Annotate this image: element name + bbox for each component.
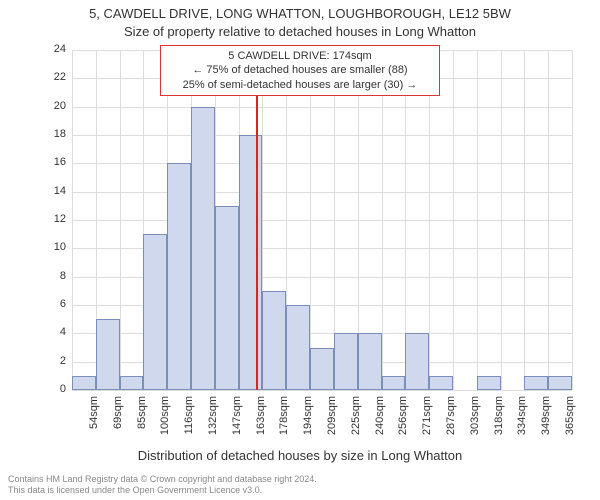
histogram-bar [96,319,120,390]
x-tick-label: 365sqm [564,396,576,456]
x-tick-label: 100sqm [159,396,171,456]
plot-area [72,50,572,390]
x-tick-label: 240sqm [374,396,386,456]
x-tick-label: 163sqm [255,396,267,456]
histogram-bar [120,376,144,390]
histogram-bar [310,348,334,391]
x-tick-label: 116sqm [183,396,195,456]
y-tick-label: 16 [36,156,66,168]
x-tick-label: 287sqm [445,396,457,456]
grid-line-v [382,50,383,390]
grid-line-v [120,50,121,390]
y-tick-label: 2 [36,355,66,367]
annotation-line1: 5 CAWDELL DRIVE: 174sqm [161,49,439,63]
y-tick-label: 14 [36,185,66,197]
grid-line-h [72,135,572,136]
grid-line-h [72,390,572,391]
grid-line-v [501,50,502,390]
y-tick-label: 22 [36,71,66,83]
y-tick-label: 12 [36,213,66,225]
grid-line-v [429,50,430,390]
histogram-bar [72,376,96,390]
histogram-bar [262,291,286,390]
reference-line [256,50,258,390]
x-tick-label: 349sqm [540,396,552,456]
x-tick-label: 303sqm [469,396,481,456]
x-tick-label: 318sqm [493,396,505,456]
annotation-line3: 25% of semi-detached houses are larger (… [161,78,439,92]
histogram-chart: 5, CAWDELL DRIVE, LONG WHATTON, LOUGHBOR… [0,0,600,500]
grid-line-v [477,50,478,390]
histogram-bar [239,135,263,390]
grid-line-v [310,50,311,390]
grid-line-v [72,50,73,390]
histogram-bar [191,107,215,390]
x-tick-label: 256sqm [397,396,409,456]
histogram-bar [167,163,191,390]
grid-line-v [548,50,549,390]
grid-line-v [524,50,525,390]
x-tick-label: 209sqm [326,396,338,456]
grid-line-h [72,220,572,221]
histogram-bar [477,376,501,390]
histogram-bar [215,206,239,390]
grid-line-v [572,50,573,390]
x-tick-label: 225sqm [350,396,362,456]
grid-line-h [72,192,572,193]
grid-line-h [72,163,572,164]
histogram-bar [524,376,548,390]
histogram-bar [548,376,572,390]
x-tick-label: 54sqm [88,396,100,456]
y-tick-label: 10 [36,241,66,253]
histogram-bar [429,376,453,390]
y-tick-label: 0 [36,383,66,395]
attribution-line2: This data is licensed under the Open Gov… [8,485,317,496]
histogram-bar [405,333,429,390]
x-tick-label: 178sqm [278,396,290,456]
x-tick-label: 194sqm [302,396,314,456]
y-tick-label: 24 [36,43,66,55]
y-tick-label: 18 [36,128,66,140]
histogram-bar [358,333,382,390]
histogram-bar [286,305,310,390]
grid-line-h [72,107,572,108]
annotation-box: 5 CAWDELL DRIVE: 174sqm ← 75% of detache… [160,45,440,96]
attribution: Contains HM Land Registry data © Crown c… [8,474,317,496]
y-tick-label: 8 [36,270,66,282]
histogram-bar [143,234,167,390]
annotation-line2: ← 75% of detached houses are smaller (88… [161,63,439,77]
attribution-line1: Contains HM Land Registry data © Crown c… [8,474,317,485]
chart-title-line1: 5, CAWDELL DRIVE, LONG WHATTON, LOUGHBOR… [0,6,600,21]
x-axis-label: Distribution of detached houses by size … [0,448,600,463]
grid-line-v [453,50,454,390]
y-tick-label: 4 [36,326,66,338]
histogram-bar [382,376,406,390]
x-tick-label: 147sqm [231,396,243,456]
y-tick-label: 6 [36,298,66,310]
x-tick-label: 85sqm [136,396,148,456]
x-tick-label: 132sqm [207,396,219,456]
x-tick-label: 271sqm [421,396,433,456]
y-tick-label: 20 [36,100,66,112]
x-tick-label: 69sqm [112,396,124,456]
histogram-bar [334,333,358,390]
x-tick-label: 334sqm [516,396,528,456]
chart-title-line2: Size of property relative to detached ho… [0,24,600,39]
